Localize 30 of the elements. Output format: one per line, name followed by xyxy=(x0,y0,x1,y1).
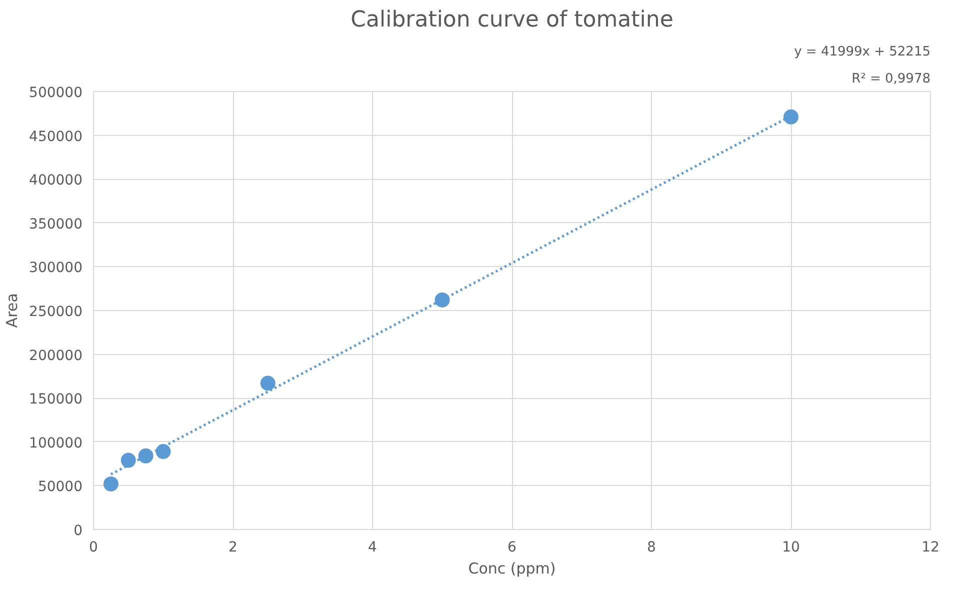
x-tick-label: 4 xyxy=(368,540,378,556)
y-tick-label: 200000 xyxy=(29,348,83,364)
text: R² = 0,9978 xyxy=(852,72,930,86)
point xyxy=(434,292,450,308)
point xyxy=(120,452,136,468)
y-tick-label: 300000 xyxy=(29,260,83,276)
y-tick-label: 350000 xyxy=(29,216,83,232)
point xyxy=(784,109,798,124)
x-tick-label: 0 xyxy=(89,540,98,556)
y-axis-title: Area xyxy=(3,293,22,328)
x-axis-title: Conc (ppm) xyxy=(468,560,556,578)
y-tick-label: 100000 xyxy=(29,435,83,452)
point xyxy=(138,448,154,464)
point xyxy=(103,476,118,492)
y-tick-label: 50000 xyxy=(38,479,83,496)
x-tick-label: 2 xyxy=(228,540,238,556)
y-tick-label: 0 xyxy=(74,523,83,539)
y-tick-label: 450000 xyxy=(29,128,83,145)
x-tick-label: 10 xyxy=(782,540,800,556)
y-tick-label: 150000 xyxy=(29,392,83,408)
text: y = 41999x + 52215 xyxy=(794,44,931,60)
y-tick-label: 400000 xyxy=(29,172,83,189)
x-tick-label: 8 xyxy=(647,540,656,556)
y-tick-label: 500000 xyxy=(29,85,83,101)
y-tick-label: 250000 xyxy=(29,304,83,320)
chart-title: Calibration curve of tomatine xyxy=(350,8,674,32)
x-tick-label: 6 xyxy=(508,540,517,556)
x-tick-label: 12 xyxy=(922,540,940,556)
point xyxy=(156,444,171,460)
point xyxy=(260,376,276,391)
